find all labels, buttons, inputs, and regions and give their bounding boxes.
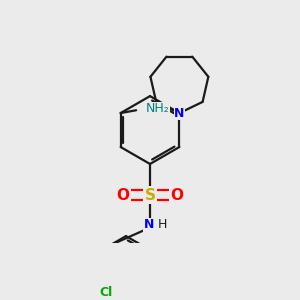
Text: Cl: Cl [100, 286, 113, 299]
Text: O: O [170, 188, 183, 202]
Text: H: H [158, 218, 167, 231]
Text: N: N [174, 106, 184, 120]
Text: S: S [145, 188, 155, 202]
Text: N: N [143, 218, 154, 231]
Text: NH₂: NH₂ [146, 102, 170, 115]
Text: O: O [117, 188, 130, 202]
